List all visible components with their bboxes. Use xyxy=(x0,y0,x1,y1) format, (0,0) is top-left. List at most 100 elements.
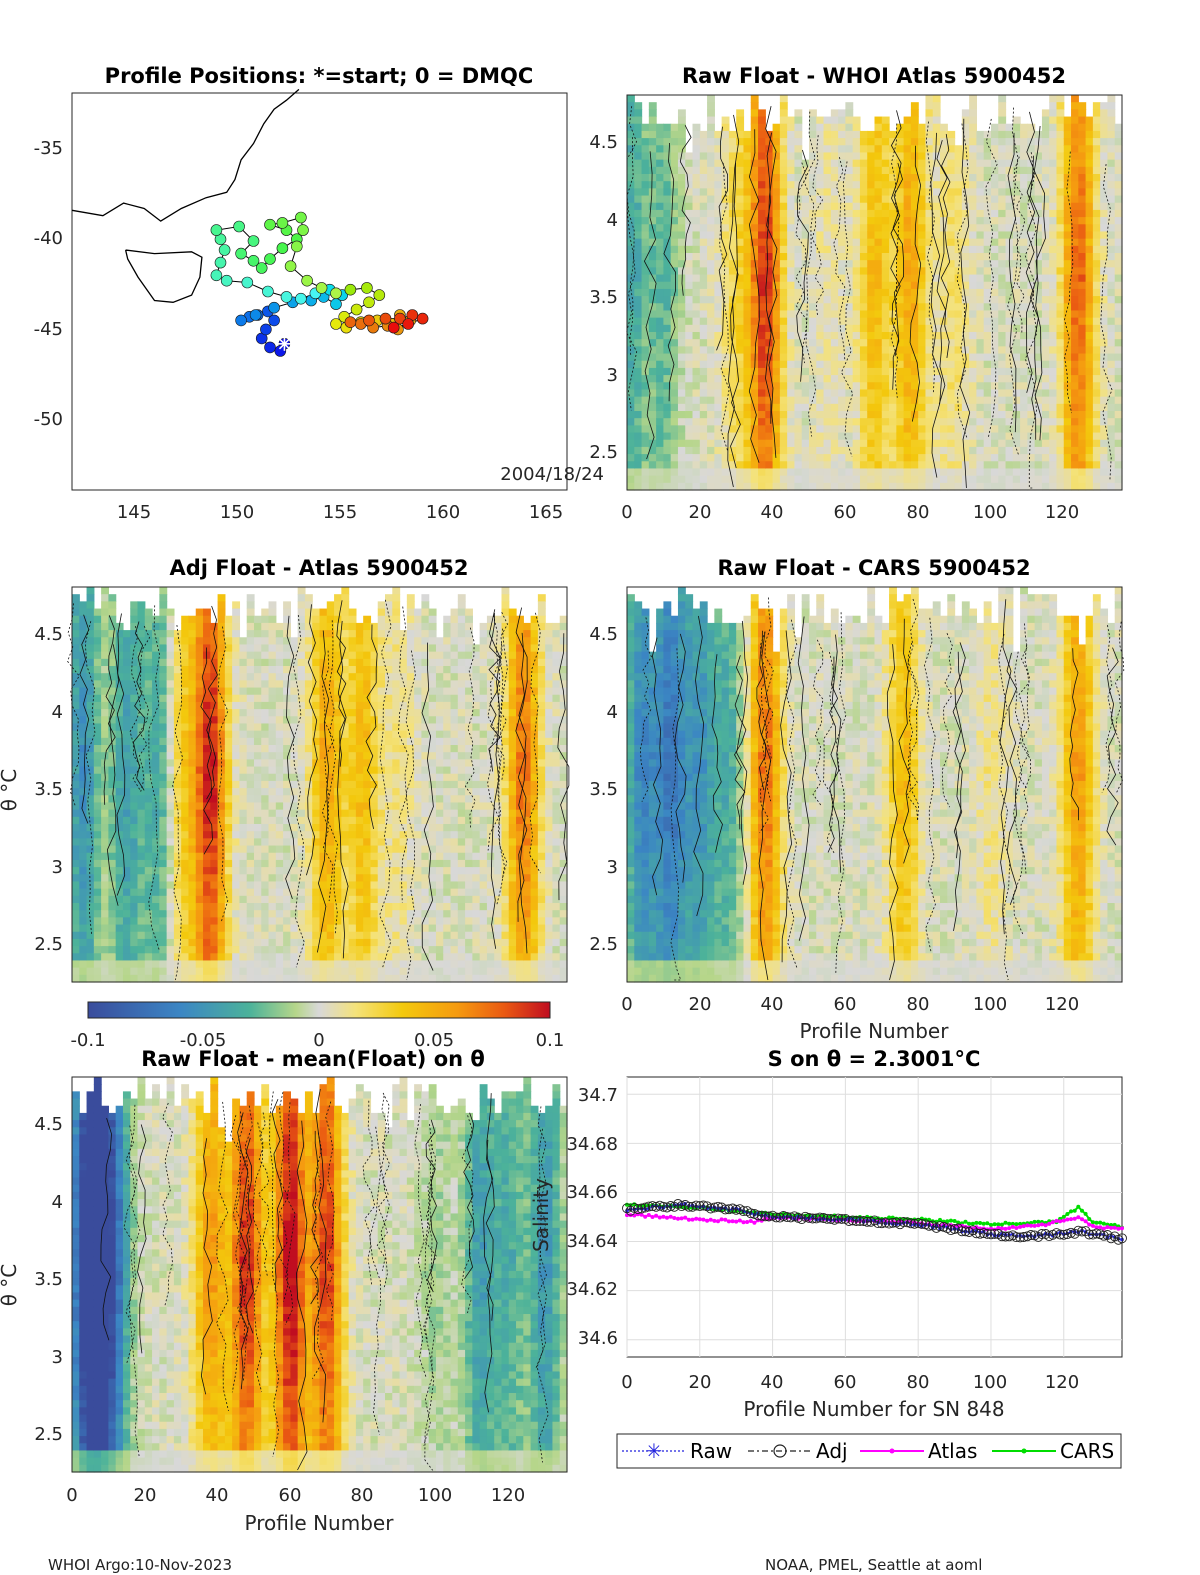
heatmap-cell xyxy=(641,238,650,247)
heatmap-cell xyxy=(998,439,1007,448)
heatmap-cell xyxy=(1020,468,1028,477)
heatmap-cell xyxy=(188,745,197,753)
heatmap-cell xyxy=(1020,310,1028,319)
heatmap-cell xyxy=(750,439,759,448)
heatmap-cell xyxy=(1114,209,1123,218)
heatmap-cell xyxy=(122,852,131,861)
heatmap-cell xyxy=(159,673,168,681)
heatmap-cell xyxy=(743,145,752,154)
heatmap-cell xyxy=(874,461,883,470)
heatmap-cell xyxy=(224,874,233,883)
heatmap-cell xyxy=(765,303,774,312)
heatmap-cell xyxy=(932,174,941,182)
heatmap-cell xyxy=(845,109,854,118)
heatmap-cell xyxy=(115,680,124,689)
heatmap-cell xyxy=(925,396,934,405)
heatmap-cell xyxy=(976,288,985,297)
heatmap-cell xyxy=(108,852,117,861)
heatmap-cell xyxy=(144,766,153,775)
heatmap-cell xyxy=(217,666,226,674)
heatmap-cell xyxy=(130,852,139,861)
heatmap-cell xyxy=(159,644,168,653)
heatmap-cell xyxy=(627,288,635,297)
heatmap-cell xyxy=(188,895,197,904)
heatmap-cell xyxy=(1085,303,1094,312)
heatmap-cell xyxy=(1049,296,1058,304)
heatmap-cell xyxy=(845,138,854,146)
heatmap-cell xyxy=(750,274,759,283)
heatmap-cell xyxy=(779,102,788,110)
heatmap-cell xyxy=(772,231,781,240)
heatmap-cell xyxy=(1027,274,1036,283)
heatmap-cell xyxy=(217,637,226,646)
heatmap-cell xyxy=(144,615,153,624)
heatmap-cell xyxy=(765,418,774,426)
heatmap-cell xyxy=(961,224,970,233)
heatmap-cell xyxy=(246,658,255,667)
heatmap-cell xyxy=(210,931,219,940)
heatmap-cell xyxy=(823,475,832,484)
heatmap-cell xyxy=(627,454,635,462)
heatmap-cell xyxy=(808,109,817,118)
heatmap-cell xyxy=(910,411,919,419)
heatmap-cell xyxy=(246,795,255,804)
heatmap-cell xyxy=(743,339,752,347)
heatmap-cell xyxy=(808,217,817,225)
heatmap-cell xyxy=(961,418,970,426)
heatmap-cell xyxy=(72,795,80,804)
heatmap-cell xyxy=(1005,209,1014,218)
heatmap-cell xyxy=(1063,253,1072,261)
contour-line xyxy=(1033,125,1046,441)
heatmap-cell xyxy=(707,95,715,103)
heatmap-cell xyxy=(954,238,963,247)
heatmap-cell xyxy=(808,138,817,146)
heatmap-cell xyxy=(954,389,963,398)
heatmap-cell xyxy=(808,224,817,233)
heatmap-cell xyxy=(130,881,139,890)
heatmap-cell xyxy=(188,881,197,890)
heatmap-cell xyxy=(1078,202,1087,211)
heatmap-cell xyxy=(794,303,803,312)
heatmap-cell xyxy=(677,224,686,233)
heatmap-cell xyxy=(961,281,970,290)
heatmap-cell xyxy=(188,960,197,969)
heatmap-cell xyxy=(954,231,963,240)
heatmap-cell xyxy=(195,938,204,947)
heatmap-cell xyxy=(765,432,774,441)
heatmap-cell xyxy=(1114,454,1123,462)
heatmap-cell xyxy=(115,924,124,933)
heatmap-cell xyxy=(93,910,102,918)
heatmap-cell xyxy=(217,809,226,818)
heatmap-cell xyxy=(166,637,175,646)
heatmap-cell xyxy=(203,802,211,811)
heatmap-cell xyxy=(721,324,730,333)
heatmap-cell xyxy=(1100,425,1109,434)
heatmap-cell xyxy=(137,788,146,796)
heatmap-cell xyxy=(845,202,854,211)
heatmap-cell xyxy=(246,788,255,796)
heatmap-cell xyxy=(203,938,211,947)
heatmap-cell xyxy=(663,482,672,491)
heatmap-cell xyxy=(830,174,839,182)
heatmap-cell xyxy=(728,389,737,398)
heatmap-cell xyxy=(765,475,774,484)
heatmap-cell xyxy=(670,317,679,326)
heatmap-cell xyxy=(779,188,788,197)
heatmap-cell xyxy=(115,903,124,911)
heatmap-cell xyxy=(932,324,941,333)
heatmap-cell xyxy=(217,859,226,868)
heatmap-cell xyxy=(685,396,694,405)
profile-position-point xyxy=(264,341,276,354)
heatmap-cell xyxy=(823,267,832,276)
heatmap-cell xyxy=(772,375,781,383)
heatmap-cell xyxy=(166,802,175,811)
heatmap-cell xyxy=(1049,109,1058,118)
heatmap-cell xyxy=(990,332,999,340)
heatmap-cell xyxy=(692,159,701,168)
heatmap-cell xyxy=(990,432,999,441)
heatmap-cell xyxy=(1114,174,1123,182)
heatmap-cell xyxy=(1071,159,1079,168)
heatmap-cell xyxy=(1071,346,1079,355)
heatmap-cell xyxy=(232,651,241,660)
heatmap-cell xyxy=(1049,353,1058,362)
